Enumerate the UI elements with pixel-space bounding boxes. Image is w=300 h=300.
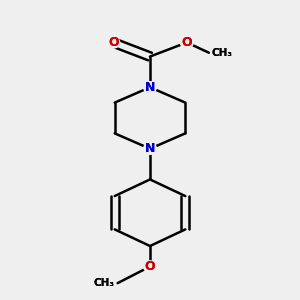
Text: O: O: [182, 36, 192, 49]
Text: N: N: [145, 81, 155, 94]
Text: O: O: [182, 36, 192, 49]
Text: CH₃: CH₃: [94, 278, 115, 288]
Circle shape: [180, 37, 193, 48]
Text: O: O: [145, 260, 155, 273]
Circle shape: [143, 143, 157, 154]
Text: CH₃: CH₃: [212, 48, 233, 58]
Circle shape: [143, 82, 157, 93]
Text: O: O: [145, 260, 155, 273]
Text: O: O: [108, 36, 119, 49]
Text: N: N: [145, 142, 155, 155]
Text: CH₃: CH₃: [212, 48, 233, 58]
Circle shape: [143, 261, 157, 272]
Text: N: N: [145, 142, 155, 155]
Text: N: N: [145, 81, 155, 94]
Circle shape: [107, 37, 120, 48]
Text: O: O: [108, 36, 119, 49]
Text: CH₃: CH₃: [94, 278, 115, 288]
